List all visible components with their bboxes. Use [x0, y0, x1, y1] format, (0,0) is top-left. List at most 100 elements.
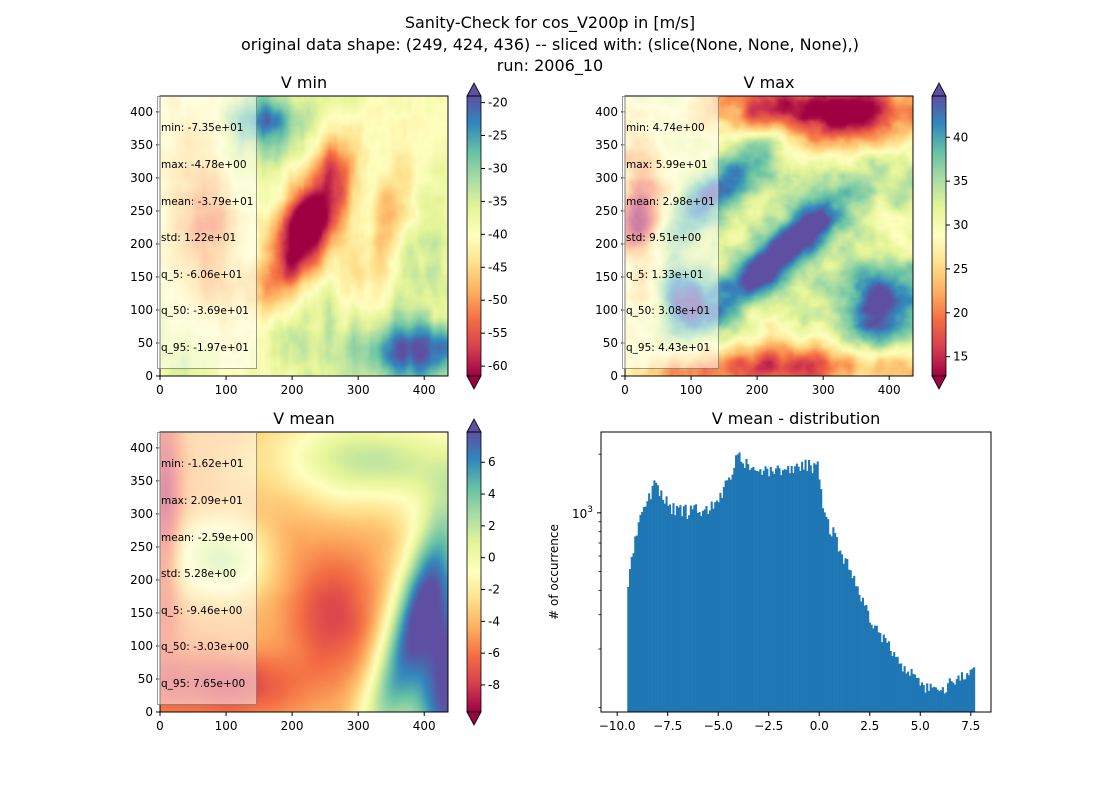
- histogram-bar: [714, 502, 717, 712]
- histogram-bar: [821, 508, 824, 712]
- colorbar-tick-label: -8: [488, 678, 500, 692]
- x-tick-label: 300: [347, 383, 370, 397]
- histogram-bar: [747, 464, 750, 712]
- histogram-bar: [755, 470, 758, 712]
- histogram-bar: [880, 642, 884, 712]
- histogram-bar: [670, 514, 673, 712]
- colorbar-extend-max: [931, 82, 947, 97]
- histogram-bar: [703, 509, 706, 712]
- histogram-bar: [712, 508, 715, 712]
- histogram-bar: [816, 461, 819, 712]
- histogram-bar: [754, 470, 757, 712]
- hist-y-tick-label: 103: [572, 505, 593, 521]
- histogram-bar: [750, 468, 753, 712]
- histogram-bar: [684, 504, 687, 712]
- histogram-bars: [627, 452, 976, 712]
- histogram-bar: [966, 673, 969, 712]
- colorbar-tick-label: -40: [488, 227, 508, 241]
- y-tick-label: 150: [130, 270, 153, 284]
- histogram-bar: [823, 512, 826, 712]
- histogram-bar: [933, 686, 936, 712]
- histogram-bar: [663, 503, 666, 712]
- histogram-bar: [733, 467, 736, 712]
- histogram-bar: [788, 473, 791, 712]
- y-tick-label: 150: [595, 270, 618, 284]
- stat-line: min: 4.74e+00: [626, 122, 705, 135]
- colorbar-extend-min: [931, 375, 947, 390]
- x-tick-label: 200: [281, 383, 304, 397]
- histogram-bar: [783, 469, 786, 712]
- histogram-bar: [903, 666, 906, 712]
- histogram-bar: [728, 477, 731, 712]
- histogram-bar: [886, 642, 889, 712]
- vmin-colorbar: [467, 96, 481, 376]
- colorbar-tick-label: 20: [953, 306, 968, 320]
- histogram-bar: [780, 475, 783, 712]
- histogram-bar: [799, 470, 802, 712]
- histogram-bar: [922, 685, 925, 712]
- stat-line: q_5: 1.33e+01: [626, 268, 704, 281]
- histogram-bar: [801, 461, 804, 712]
- histogram-bar: [959, 680, 962, 712]
- histogram-bar: [781, 470, 785, 712]
- histogram-bar: [910, 668, 913, 712]
- histogram-bar: [766, 468, 769, 712]
- x-tick-label: 400: [413, 383, 436, 397]
- stat-line: mean: -3.79e+01: [161, 195, 254, 208]
- y-tick-label: 0: [145, 369, 153, 383]
- histogram-bar: [919, 685, 922, 712]
- histogram-bar: [842, 563, 845, 712]
- histogram-bar: [927, 690, 931, 712]
- histogram-bar: [914, 674, 917, 712]
- histogram-bar: [863, 605, 866, 712]
- histogram-bar: [743, 467, 746, 712]
- colorbar-tick-label: 30: [953, 218, 968, 232]
- histogram-bar: [787, 465, 790, 712]
- histogram-bar: [785, 469, 788, 712]
- histogram-bar: [955, 679, 958, 712]
- colorbar-tick-label: -2: [488, 583, 500, 597]
- vmean-colorbar: [467, 432, 481, 712]
- histogram-bar: [962, 679, 965, 712]
- histogram-bar: [931, 687, 934, 712]
- colorbar-extend-min: [466, 375, 482, 390]
- histogram-bar: [835, 536, 838, 712]
- histogram-bar: [668, 504, 672, 712]
- histogram-bar: [846, 559, 849, 712]
- stat-line: min: -7.35e+01: [161, 122, 244, 135]
- colorbar-tick-label: -6: [488, 646, 500, 660]
- histogram-bar: [861, 597, 864, 712]
- hist-x-tick-label: −10.0: [599, 719, 636, 733]
- histogram-bar: [860, 601, 863, 712]
- histogram-bar: [891, 655, 894, 712]
- histogram-bar: [934, 687, 937, 712]
- histogram-bar: [973, 667, 976, 712]
- histogram-title: V mean - distribution: [712, 409, 881, 428]
- hist-x-tick-label: 2.5: [860, 719, 879, 733]
- histogram-bar: [688, 515, 691, 712]
- histogram-bar: [830, 536, 833, 712]
- histogram-bar: [724, 480, 727, 712]
- histogram-bar: [926, 683, 929, 712]
- y-tick-label: 400: [130, 441, 153, 455]
- histogram-bar: [818, 479, 821, 712]
- colorbar-tick-label: 40: [953, 130, 968, 144]
- histogram-bar: [945, 692, 948, 712]
- histogram-bar: [639, 514, 642, 712]
- y-tick-label: 200: [130, 573, 153, 587]
- histogram-bar: [797, 466, 800, 712]
- histogram-bar: [642, 507, 645, 712]
- y-tick-label: 200: [130, 237, 153, 251]
- histogram-bar: [769, 466, 772, 712]
- histogram-bar: [849, 570, 852, 712]
- histogram-bar: [834, 533, 837, 712]
- figure-title-line-3: run: 2006_10: [496, 56, 604, 75]
- y-tick-label: 400: [595, 105, 618, 119]
- histogram-bar: [875, 625, 878, 712]
- histogram-bar: [893, 652, 896, 712]
- histogram-bar: [971, 668, 974, 712]
- histogram-bar: [941, 687, 944, 712]
- vmax-title: V max: [744, 73, 795, 92]
- histogram-bar: [773, 473, 776, 712]
- histogram-bar: [908, 675, 911, 712]
